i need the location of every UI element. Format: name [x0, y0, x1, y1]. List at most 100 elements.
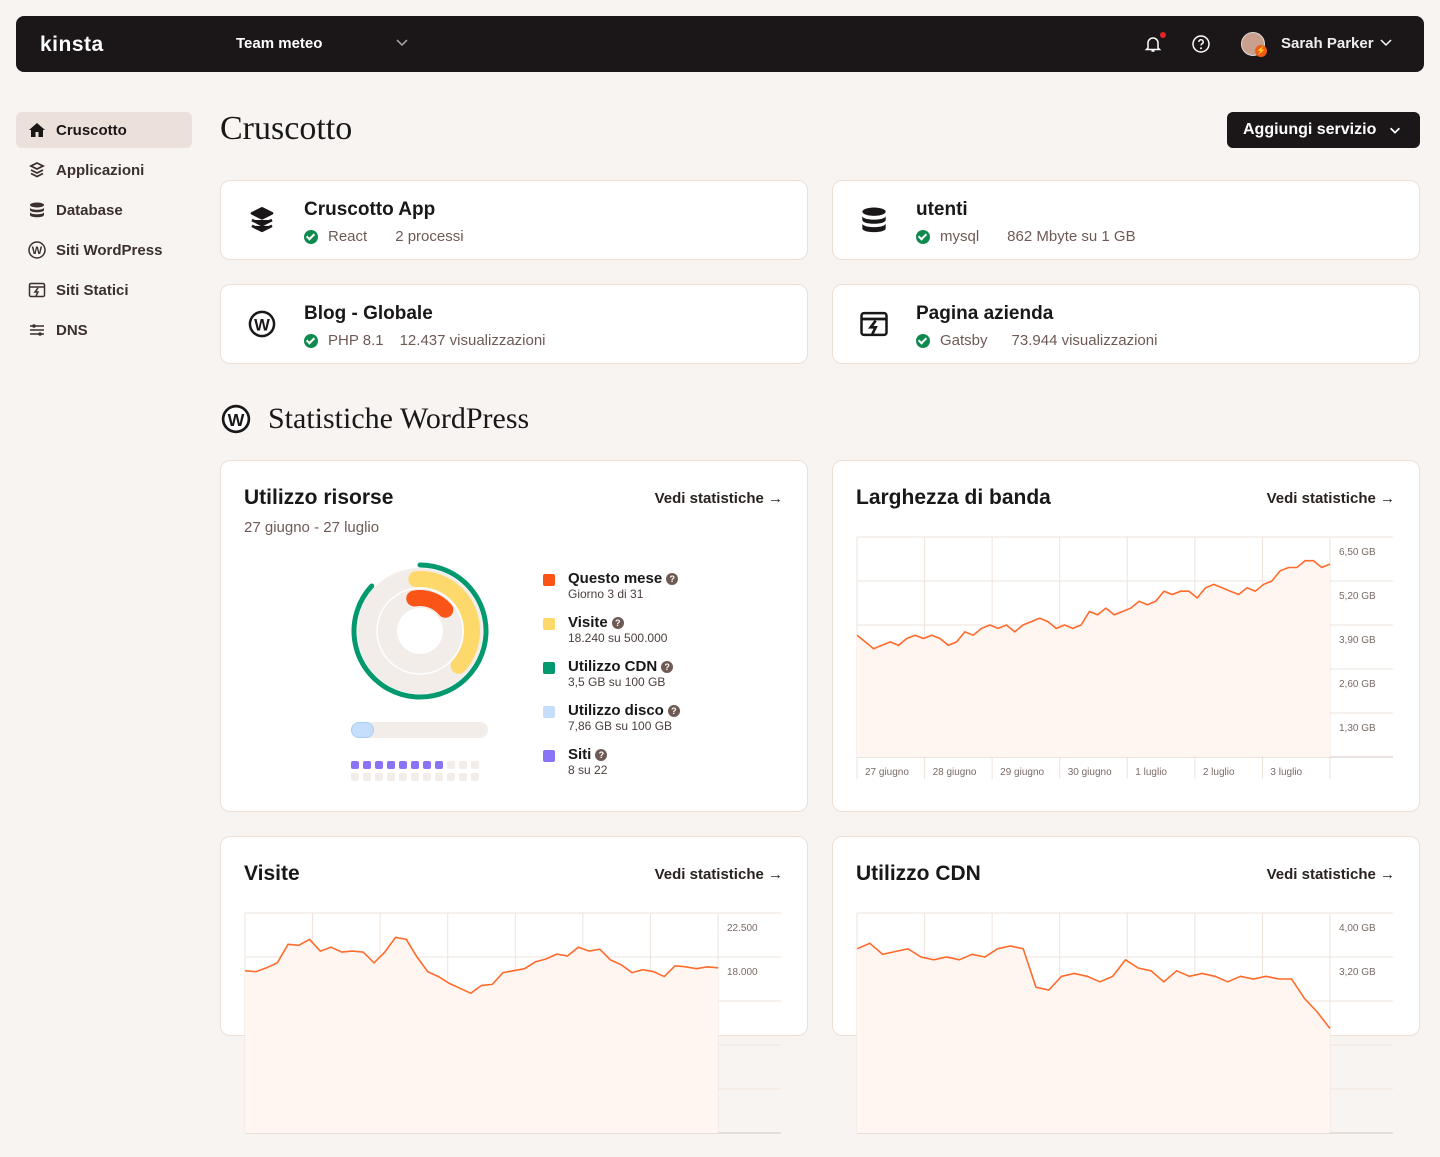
series-line [856, 942, 1331, 1029]
site-slot [363, 773, 371, 781]
wordpress-icon: W [248, 310, 276, 338]
svg-text:W: W [228, 410, 245, 430]
legend-value: 7,86 GB su 100 GB [568, 719, 673, 733]
chevron-down-icon[interactable] [1378, 34, 1394, 50]
bolt-icon: ⚡ [1255, 45, 1267, 57]
check-icon [304, 333, 318, 348]
site-slot [435, 761, 443, 769]
database-icon [30, 202, 44, 218]
team-selector[interactable]: Team meteo [236, 35, 323, 52]
usage-donut [351, 562, 489, 700]
legend-value: 3,5 GB su 100 GB [568, 675, 666, 689]
service-card-blog-globale[interactable]: W Blog - Globale PHP 8.1 12.437 visualizz… [220, 284, 808, 364]
donut-center [397, 608, 443, 654]
service-tech: React [328, 228, 368, 245]
help-icon[interactable]: ? [611, 617, 624, 629]
site-slot [423, 773, 431, 781]
view-stats-link[interactable]: Vedi statistiche → [1266, 866, 1395, 883]
sidebar-item-cruscotto[interactable]: Cruscotto [16, 112, 192, 148]
sidebar-item-label: Database [56, 201, 123, 219]
legend-label: Questo mese? [568, 570, 679, 587]
visits-arc [408, 571, 480, 674]
legend-value: Giorno 3 di 31 [568, 587, 644, 601]
cdn-card: Utilizzo CDN Vedi statistiche → 4,00 GB 3… [832, 836, 1420, 1134]
help-icon[interactable]: ? [595, 749, 608, 761]
sidebar-item-dns[interactable]: DNS [16, 312, 192, 348]
y-tick-label: 5,20 GB [1339, 591, 1376, 602]
site-slot [375, 761, 383, 769]
check-icon [916, 229, 930, 244]
service-card-utenti[interactable]: utenti mysql 862 Mbyte su 1 GB [832, 180, 1420, 260]
y-tick-label: 18.000 [727, 967, 758, 978]
site-slot [387, 761, 395, 769]
site-slot [447, 761, 455, 769]
help-icon[interactable] [1191, 34, 1211, 54]
site-slot [363, 761, 371, 769]
series-area [245, 937, 718, 1133]
chevron-down-icon[interactable] [394, 34, 410, 50]
sidebar: Cruscotto Applicazioni Database W Siti Wo… [16, 112, 192, 352]
help-icon[interactable]: ? [661, 661, 674, 673]
svg-text:W: W [254, 316, 270, 335]
add-service-button[interactable]: Aggiungi servizio [1227, 112, 1420, 148]
site-slot [459, 761, 467, 769]
legend-label: Visite? [568, 614, 624, 631]
user-menu[interactable]: Sarah Parker [1281, 35, 1374, 52]
home-icon [29, 123, 45, 137]
service-detail: 12.437 visualizzazioni [399, 332, 546, 349]
series-line [856, 559, 1331, 650]
database-icon [862, 207, 886, 233]
site-slot [411, 773, 419, 781]
layers-icon [250, 207, 274, 233]
site-slot [399, 773, 407, 781]
legend-label: Utilizzo disco? [568, 702, 680, 719]
notification-dot [1160, 32, 1166, 38]
series-line [244, 936, 719, 995]
series-area [857, 943, 1330, 1133]
service-title: utenti [916, 199, 968, 220]
static-site-icon [860, 311, 888, 337]
sidebar-item-applicazioni[interactable]: Applicazioni [16, 152, 192, 188]
service-detail: 73.944 visualizzazioni [1011, 332, 1158, 349]
card-title: Utilizzo CDN [856, 862, 981, 885]
sidebar-item-label: Siti Statici [56, 281, 129, 299]
legend-swatch [543, 662, 555, 674]
legend-label: Utilizzo CDN? [568, 658, 674, 675]
sidebar-item-label: Cruscotto [56, 121, 127, 139]
sidebar-item-label: DNS [56, 321, 88, 339]
page-title: Cruscotto [220, 110, 353, 147]
service-card-pagina-azienda[interactable]: Pagina azienda Gatsby 73.944 visualizzazi… [832, 284, 1420, 364]
view-stats-link[interactable]: Vedi statistiche → [654, 866, 783, 883]
service-title: Pagina azienda [916, 303, 1054, 324]
sidebar-item-siti-statici[interactable]: Siti Statici [16, 272, 192, 308]
sidebar-item-siti-wordpress[interactable]: W Siti WordPress [16, 232, 192, 268]
sidebar-item-database[interactable]: Database [16, 192, 192, 228]
y-tick-label: 1,30 GB [1339, 723, 1376, 734]
sidebar-item-label: Siti WordPress [56, 241, 163, 259]
section-title: Statistiche WordPress [268, 402, 530, 435]
chevron-down-icon [1390, 127, 1401, 134]
bell-icon[interactable] [1143, 34, 1163, 54]
legend-label: Siti? [568, 746, 608, 763]
help-icon[interactable]: ? [667, 705, 680, 717]
legend-value: 18.240 su 500.000 [568, 631, 668, 645]
view-stats-link[interactable]: Vedi statistiche → [1266, 490, 1395, 507]
legend-swatch [543, 574, 555, 586]
view-stats-link[interactable]: Vedi statistiche → [654, 490, 783, 507]
check-icon [304, 229, 318, 244]
card-title: Larghezza di banda [856, 486, 1051, 509]
y-tick-label: 6,50 GB [1339, 547, 1376, 558]
help-icon[interactable]: ? [666, 573, 679, 585]
service-card-cruscotto-app[interactable]: Cruscotto App React 2 processi [220, 180, 808, 260]
site-slot [351, 761, 359, 769]
service-detail: 862 Mbyte su 1 GB [1007, 228, 1136, 245]
y-tick-label: 3,20 GB [1339, 967, 1376, 978]
card-title: Utilizzo risorse [244, 486, 394, 509]
site-slot [387, 773, 395, 781]
disk-usage-bar [351, 722, 488, 738]
site-slot [375, 773, 383, 781]
kinsta-logo[interactable]: kinsta [40, 33, 104, 56]
service-detail: 2 processi [395, 228, 464, 245]
section-heading: W Statistiche WordPress [220, 402, 529, 436]
site-slot [447, 773, 455, 781]
